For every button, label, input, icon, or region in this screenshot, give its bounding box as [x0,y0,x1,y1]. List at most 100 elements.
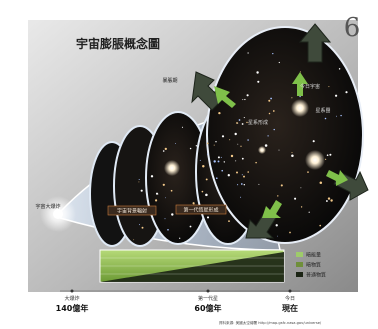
star [171,213,174,216]
label-box-a [107,205,157,216]
star [234,132,237,136]
star [230,154,234,158]
composition-dark-wedge [100,252,284,282]
star [324,117,327,120]
star [223,161,225,163]
star [162,183,165,186]
label-recombination-a: 宇宙背景輻射 [117,208,147,215]
star [236,122,238,124]
label-recombination-b: 第一代恆星形成 [183,207,218,214]
star [206,216,210,219]
star [329,153,332,156]
green-arrow-2-icon [292,72,308,96]
star [141,226,144,229]
star [289,231,291,234]
star [206,153,209,155]
star [264,144,268,147]
star [205,178,208,181]
star [221,169,224,172]
star [181,126,184,128]
star [272,52,274,55]
star [192,202,195,205]
star [201,190,204,193]
green-arrows [214,72,348,218]
star [324,158,327,160]
star [229,139,231,141]
star [330,199,333,202]
star [179,237,181,239]
star [164,147,167,151]
page-number: 6 [344,13,361,43]
star [240,196,242,198]
star [206,142,209,145]
legend-label-2: 普通物質 [306,272,326,279]
label-box-b [175,204,227,215]
star [238,119,241,121]
green-arrow-3-icon [326,170,348,186]
diagram-title: 宇宙膨脹概念圖 [76,36,160,51]
star [278,61,280,64]
label-big-bang: 宇宙大爆炸 [35,203,60,210]
star [270,97,272,100]
label-current-universe: 今日宇宙 [300,83,320,90]
star [246,94,249,97]
star [237,184,239,186]
star [258,183,260,185]
star [255,161,257,164]
star [202,164,205,168]
star [240,145,242,147]
timeline-value-2: 現在 [282,303,298,313]
big-bang-core [53,209,63,219]
star [217,160,220,163]
legend-swatch-2 [296,272,303,277]
star [345,91,348,94]
star [242,99,244,101]
star [241,174,243,176]
label-inflation: 暴脹期 [162,77,177,84]
star [256,71,259,74]
star [243,183,246,186]
star [174,142,176,144]
timeline-tag-0: 大爆炸 [64,295,79,302]
star [328,86,330,88]
star [162,150,165,152]
star [312,140,315,143]
star [291,97,293,99]
timeline-marker-2: 今日 現在 [282,289,298,313]
star [326,154,329,157]
star [167,228,169,231]
star [228,220,230,223]
star [247,139,249,141]
star [291,154,294,158]
star [334,94,338,97]
star [273,128,275,131]
star [221,135,225,138]
star [244,98,246,101]
star [217,156,220,159]
star [243,117,245,119]
star [246,121,248,124]
star [327,197,331,200]
star [189,225,192,228]
star [319,224,322,227]
star [170,189,173,192]
star [257,80,260,83]
star [235,160,237,162]
star [138,181,140,183]
arrow-up-icon [298,23,332,63]
legend-label-0: 暗能量 [306,252,321,259]
star [300,187,302,189]
star [150,175,154,178]
star [189,147,192,150]
star [325,200,328,202]
star [140,189,143,192]
star [195,145,198,147]
star [155,192,159,195]
star [276,235,278,237]
star [300,206,303,208]
star [199,159,201,161]
timeline-marker-0: 大爆炸 140億年 [56,289,88,313]
star [340,114,342,117]
legend-swatch-1 [296,262,303,267]
